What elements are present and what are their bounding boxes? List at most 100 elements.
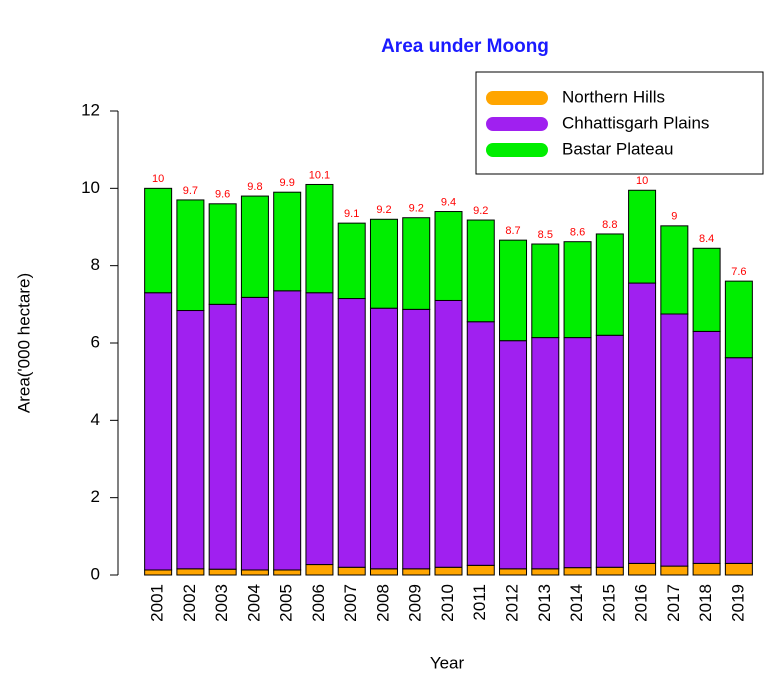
bar-segment bbox=[466, 564, 495, 576]
y-tick-label: 0 bbox=[91, 564, 100, 583]
total-label: 7.6 bbox=[731, 266, 746, 278]
total-label: 9.8 bbox=[247, 181, 262, 193]
bar-segment bbox=[660, 225, 689, 315]
bar-segment bbox=[531, 243, 560, 339]
bar-segment bbox=[595, 334, 624, 568]
bar-segment bbox=[240, 296, 269, 571]
y-tick-label: 6 bbox=[91, 332, 100, 351]
bar-segment bbox=[724, 280, 753, 359]
bar-segment bbox=[305, 183, 334, 294]
y-tick-label: 2 bbox=[91, 487, 100, 506]
y-axis-label: Area('000 hectare) bbox=[14, 273, 33, 413]
x-tick-label: 2019 bbox=[728, 584, 747, 622]
x-tick-label: 2013 bbox=[535, 584, 554, 622]
bar-segment bbox=[724, 562, 753, 576]
bar-segment bbox=[692, 330, 721, 564]
bar-segment bbox=[660, 313, 689, 567]
bar-segment bbox=[402, 308, 431, 570]
bar-segment bbox=[402, 217, 431, 310]
bar-segment bbox=[563, 567, 592, 576]
total-label: 9.7 bbox=[183, 185, 198, 197]
bar-segment bbox=[499, 239, 528, 342]
x-tick-label: 2012 bbox=[503, 584, 522, 622]
bar-segment bbox=[144, 187, 173, 294]
bar-segment bbox=[337, 222, 366, 300]
bar-segment bbox=[628, 282, 657, 564]
x-tick-label: 2010 bbox=[438, 584, 457, 622]
bar-segment bbox=[531, 337, 560, 570]
x-tick-label: 2009 bbox=[406, 584, 425, 622]
x-tick-label: 2014 bbox=[567, 584, 586, 622]
y-tick-label: 10 bbox=[81, 178, 100, 197]
bar-segment bbox=[563, 241, 592, 339]
total-label: 8.5 bbox=[538, 229, 553, 241]
total-label: 8.8 bbox=[602, 219, 617, 231]
legend-swatch bbox=[486, 143, 548, 157]
total-label: 8.4 bbox=[699, 233, 714, 245]
total-label: 9.2 bbox=[409, 203, 424, 215]
total-label: 9.2 bbox=[473, 205, 488, 217]
bar-segment bbox=[144, 569, 173, 576]
x-tick-label: 2004 bbox=[244, 584, 263, 622]
x-tick-label: 2011 bbox=[470, 584, 489, 621]
bar-segment bbox=[240, 195, 269, 298]
x-tick-label: 2001 bbox=[148, 584, 167, 622]
x-tick-label: 2008 bbox=[373, 584, 392, 622]
bar-segment bbox=[176, 199, 205, 312]
bar-segment bbox=[369, 568, 398, 576]
total-label: 8.7 bbox=[505, 225, 520, 237]
bar-segment bbox=[434, 566, 463, 576]
bar-segment bbox=[208, 303, 237, 570]
bar-segment bbox=[176, 310, 205, 570]
total-label: 9.1 bbox=[344, 208, 359, 220]
total-label: 9.4 bbox=[441, 196, 456, 208]
bar-segment bbox=[628, 562, 657, 576]
y-tick-label: 12 bbox=[81, 100, 100, 119]
bar-segment bbox=[595, 233, 624, 336]
x-tick-label: 2007 bbox=[341, 584, 360, 622]
x-tick-label: 2018 bbox=[696, 584, 715, 622]
bar-segment bbox=[305, 292, 334, 566]
x-tick-label: 2017 bbox=[664, 584, 683, 622]
bar-segment bbox=[692, 562, 721, 576]
bar-segment bbox=[466, 321, 495, 566]
x-tick-label: 2015 bbox=[599, 584, 618, 622]
bar-segment bbox=[531, 568, 560, 576]
bar-segment bbox=[144, 292, 173, 571]
total-label: 9.6 bbox=[215, 189, 230, 201]
x-tick-label: 2002 bbox=[180, 584, 199, 622]
x-tick-label: 2005 bbox=[277, 584, 296, 622]
bar-segment bbox=[434, 211, 463, 301]
total-label: 8.6 bbox=[570, 227, 585, 239]
bar-segment bbox=[499, 340, 528, 570]
bar-segment bbox=[434, 299, 463, 568]
y-tick-label: 8 bbox=[91, 255, 100, 274]
legend-swatch bbox=[486, 91, 548, 105]
bar-segment bbox=[724, 357, 753, 564]
total-label: 10.1 bbox=[309, 169, 330, 181]
bar-segment bbox=[660, 565, 689, 576]
total-label: 10 bbox=[152, 173, 164, 185]
bar-segment bbox=[273, 569, 302, 576]
x-tick-label: 2003 bbox=[212, 584, 231, 622]
legend-label: Bastar Plateau bbox=[562, 139, 674, 158]
bar-segment bbox=[305, 564, 334, 576]
bar-segment bbox=[337, 566, 366, 576]
bar-segment bbox=[176, 568, 205, 576]
bar-segment bbox=[369, 307, 398, 570]
bar-segment bbox=[208, 203, 237, 305]
total-label: 9.2 bbox=[376, 204, 391, 216]
bar-segment bbox=[337, 298, 366, 568]
bar-segment bbox=[402, 568, 431, 576]
total-label: 10 bbox=[636, 175, 648, 187]
legend-swatch bbox=[486, 117, 548, 131]
bar-segment bbox=[563, 337, 592, 569]
bar-segment bbox=[273, 191, 302, 292]
x-axis-label: Year bbox=[430, 653, 465, 672]
legend-label: Northern Hills bbox=[562, 87, 665, 106]
y-tick-label: 4 bbox=[91, 410, 100, 429]
legend-label: Chhattisgarh Plains bbox=[562, 113, 709, 132]
x-tick-label: 2016 bbox=[632, 584, 651, 622]
bar-segment bbox=[595, 566, 624, 576]
